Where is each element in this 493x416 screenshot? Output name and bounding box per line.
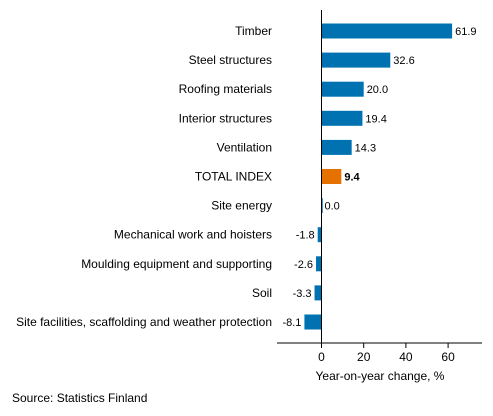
- value-label-1: 32.6: [393, 55, 414, 67]
- value-label-3: 19.4: [365, 113, 386, 125]
- bar-6: [321, 198, 323, 214]
- value-label-6: 0.0: [325, 201, 340, 213]
- x-tick-label-3: 60: [441, 350, 455, 364]
- category-labels-group: Timber Steel structures Roofing materials I…: [16, 24, 272, 329]
- category-label-2: Roofing materials: [179, 82, 272, 96]
- bar-1: [321, 52, 391, 68]
- value-label-4: 14.3: [355, 142, 376, 154]
- bar-7: [317, 227, 322, 243]
- bars-group: [304, 23, 453, 330]
- axes-group: 0 20 40 60: [277, 10, 482, 364]
- value-label-5: 9.4: [344, 172, 360, 184]
- source-note: Source: Statistics Finland: [12, 391, 148, 405]
- category-label-0: Timber: [235, 24, 272, 38]
- category-label-8: Moulding equipment and supporting: [81, 257, 272, 271]
- value-label-0: 61.9: [455, 26, 476, 38]
- category-label-10: Site facilities, scaffolding and weather…: [16, 315, 272, 329]
- x-tick-label-0: 0: [318, 350, 325, 364]
- bar-10: [304, 314, 322, 330]
- category-label-4: Ventilation: [217, 140, 272, 154]
- category-label-1: Steel structures: [189, 53, 272, 67]
- x-axis-title: Year-on-year change, %: [316, 369, 445, 383]
- x-tick-label-1: 20: [357, 350, 371, 364]
- value-label-10: -8.1: [282, 317, 301, 329]
- bar-chart: Timber Steel structures Roofing materials I…: [16, 10, 482, 383]
- category-label-7: Mechanical work and hoisters: [114, 228, 272, 242]
- value-label-8: -2.6: [294, 259, 313, 271]
- bar-0: [321, 23, 453, 39]
- value-label-9: -3.3: [293, 288, 312, 300]
- value-label-2: 20.0: [367, 84, 388, 96]
- bar-2: [321, 81, 364, 97]
- bar-3: [321, 110, 363, 126]
- value-label-7: -1.8: [296, 230, 315, 242]
- category-label-5: TOTAL INDEX: [195, 170, 272, 184]
- value-labels-group: 61.9 32.6 20.0 19.4 14.3 9.4 0.0 -1.8 -2.6 -3.3 -8…: [282, 26, 476, 329]
- bar-4: [321, 139, 352, 155]
- category-label-3: Interior structures: [179, 111, 272, 125]
- category-label-6: Site energy: [211, 199, 272, 213]
- category-label-9: Soil: [252, 286, 272, 300]
- bar-8: [316, 256, 322, 272]
- bar-9: [314, 285, 322, 301]
- bar-5: [321, 169, 342, 184]
- x-tick-label-2: 40: [399, 350, 413, 364]
